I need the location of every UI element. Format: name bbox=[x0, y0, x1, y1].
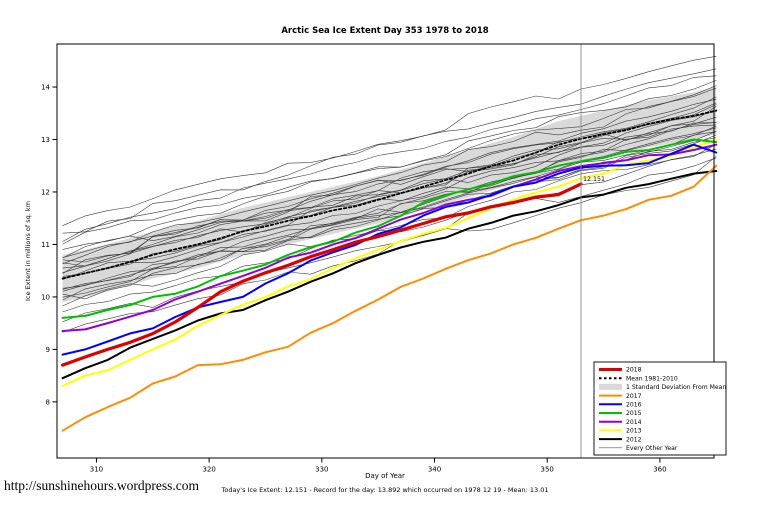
legend-label: 2015 bbox=[626, 410, 642, 417]
other-year-line bbox=[62, 98, 717, 265]
y-tick-label: 10 bbox=[41, 293, 50, 301]
other-year-line bbox=[62, 157, 717, 323]
series-2012 bbox=[61, 170, 718, 380]
series-mean-1981-2010 bbox=[61, 109, 718, 280]
legend-label: 2016 bbox=[626, 402, 642, 409]
other-year-line bbox=[62, 68, 717, 234]
y-tick-label: 9 bbox=[46, 346, 50, 354]
other-year-line bbox=[62, 104, 717, 267]
other-year-line bbox=[62, 143, 717, 307]
legend-label: 1 Standard Deviation From Mean bbox=[626, 384, 726, 391]
other-year-line bbox=[62, 124, 717, 279]
other-year-line bbox=[62, 131, 717, 290]
y-tick-label: 12 bbox=[41, 188, 50, 196]
chart-title: Arctic Sea Ice Extent Day 353 1978 to 20… bbox=[281, 26, 488, 36]
y-tick-label: 11 bbox=[41, 241, 50, 249]
other-year-line bbox=[62, 87, 717, 258]
legend-label: 2018 bbox=[626, 367, 642, 374]
series-2013 bbox=[61, 138, 718, 388]
other-year-line bbox=[62, 56, 717, 226]
y-axis-label: Ice Extent in millions of sq. km bbox=[24, 201, 32, 301]
series-2018 bbox=[61, 182, 583, 367]
other-year-line bbox=[62, 110, 717, 269]
x-tick-label: 350 bbox=[541, 466, 554, 474]
y-tick-label: 8 bbox=[46, 398, 50, 406]
std-dev-band bbox=[62, 87, 717, 303]
other-year-line bbox=[62, 85, 717, 250]
x-tick-label: 330 bbox=[315, 466, 328, 474]
series-2015 bbox=[61, 138, 718, 319]
x-axis-label: Day of Year bbox=[365, 472, 405, 480]
series-2017 bbox=[61, 164, 718, 432]
legend-sample-1-standard-deviation-from-mean bbox=[599, 383, 622, 390]
other-year-line bbox=[62, 106, 717, 274]
current-value-annotation: 12.151 bbox=[583, 176, 605, 183]
legend-label: 2014 bbox=[626, 419, 642, 426]
site-url: http://sunshinehours.wordpress.com bbox=[4, 478, 199, 493]
other-year-line bbox=[62, 96, 717, 259]
other-year-line bbox=[62, 122, 717, 280]
legend-label: Mean 1981-2010 bbox=[626, 375, 678, 382]
x-tick-label: 360 bbox=[653, 466, 666, 474]
y-tick-label: 13 bbox=[41, 136, 50, 144]
series-2016 bbox=[61, 143, 718, 356]
other-year-line bbox=[62, 116, 717, 273]
x-tick-label: 340 bbox=[428, 466, 441, 474]
legend-label: Every Other Year bbox=[626, 445, 678, 452]
other-year-line bbox=[62, 80, 717, 245]
x-tick-label: 310 bbox=[90, 466, 103, 474]
y-tick-label: 14 bbox=[41, 83, 50, 91]
legend-label: 2012 bbox=[626, 436, 642, 443]
legend-label: 2013 bbox=[626, 428, 642, 435]
series-2014 bbox=[61, 143, 718, 332]
other-year-line bbox=[62, 125, 717, 292]
other-year-line bbox=[62, 122, 717, 277]
x-tick-label: 320 bbox=[202, 466, 215, 474]
other-year-line bbox=[62, 75, 717, 242]
caption-text: Today's Ice Extent: 12.151 - Record for … bbox=[220, 486, 548, 494]
plot-border bbox=[56, 43, 715, 459]
plot-area: 12.151 310 320 330 340 350 360 8 9 10 11 12 13 14 bbox=[41, 43, 718, 474]
legend-label: 2017 bbox=[626, 393, 642, 400]
